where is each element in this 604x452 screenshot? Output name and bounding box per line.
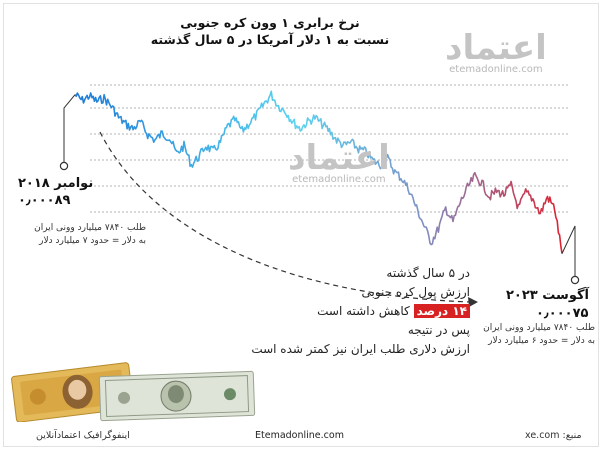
footer-source: منبع: xe.com (525, 430, 582, 441)
title-line-1: نرخ برابری ۱ وون کره جنوبی (180, 15, 360, 30)
watermark-top: اعتماد etemadonline.com (445, 28, 549, 75)
explanation-line-2: ارزش پول کره جنوبی (361, 285, 470, 299)
start-note-line-1: طلب ۷۸۴۰ میلیارد وونی ایران (34, 223, 146, 233)
end-note-line-1: طلب ۷۸۴۰ میلیارد وونی ایران (483, 323, 595, 333)
end-marker (570, 275, 580, 285)
explanation-line-4: پس در نتیجه (407, 323, 470, 337)
dollar-banknote (98, 370, 256, 422)
explanation-text: در ۵ سال گذشته ارزش پول کره جنوبی ۱۴ درص… (170, 264, 470, 359)
infographic-frame (3, 3, 599, 447)
end-leader-line (561, 225, 576, 276)
footer-site: Etemadonline.com (255, 430, 344, 441)
start-note-line-2: به دلار = حدود ۷ میلیارد دلار (39, 236, 146, 246)
start-leader-line (63, 94, 76, 162)
start-date-label: نوامبر ۲۰۱۸ (18, 176, 94, 191)
end-value-label: ۰٫۰۰۰۷۵ (536, 306, 589, 321)
banknotes-illustration (11, 362, 256, 422)
footer-credit: اینفوگرافیک اعتمادآنلاین (36, 430, 130, 441)
explanation-line-3: ۱۴ درصد کاهش داشته است (170, 302, 470, 321)
trend-arrow-head (468, 297, 478, 307)
end-date-label: آگوست ۲۰۲۳ (506, 288, 589, 303)
start-marker (59, 161, 69, 171)
end-note-line-2: به دلار = حدود ۶ میلیارد دلار (488, 336, 595, 346)
end-note: طلب ۷۸۴۰ میلیارد وونی ایران به دلار = حد… (455, 322, 595, 348)
watermark-url: etemadonline.com (449, 64, 543, 75)
watermark-url: etemadonline.com (292, 174, 386, 185)
title-line-2: نسبت به ۱ دلار آمریکا در ۵ سال گذشته (150, 32, 390, 47)
trend-arrow (99, 131, 471, 303)
explanation-line-3-rest: کاهش داشته است (317, 304, 410, 318)
series-line (74, 90, 563, 254)
explanation-line-1: در ۵ سال گذشته (386, 266, 470, 280)
watermark-logo: اعتماد (288, 138, 392, 178)
watermark-logo: اعتماد (445, 28, 549, 68)
explanation-line-5: ارزش دلاری طلب ایران نیز کمتر شده است (251, 342, 470, 356)
percent-highlight: ۱۴ درصد (413, 304, 470, 318)
chart-grid (90, 84, 570, 213)
start-value-label: ۰٫۰۰۰۸۹ (18, 193, 71, 208)
watermark-center: اعتماد etemadonline.com (288, 138, 392, 185)
start-note: طلب ۷۸۴۰ میلیارد وونی ایران به دلار = حد… (6, 222, 146, 248)
chart-title: نرخ برابری ۱ وون کره جنوبی نسبت به ۱ دلا… (150, 14, 390, 48)
